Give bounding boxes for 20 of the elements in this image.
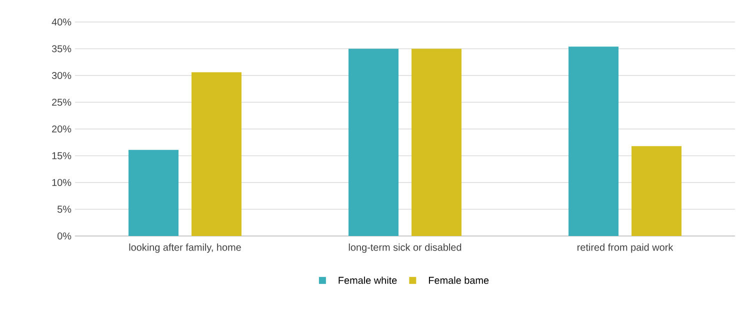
bar [348,48,399,236]
y-tick-label: 40% [52,18,72,26]
bar [192,72,242,236]
y-tick-label: 15% [52,152,72,160]
bar [128,150,179,236]
bar [632,146,682,236]
y-tick-label: 10% [52,178,72,186]
x-tick-label: looking after family, home [129,244,241,253]
x-tick-label: retired from paid work [577,244,674,253]
bar [568,46,619,236]
y-tick-label: 30% [52,72,72,80]
bar [412,48,462,236]
y-tick-label: 25% [52,98,72,106]
y-tick-label: 35% [52,45,72,52]
legend-label: Female bame [428,276,489,284]
y-tick-label: 20% [52,125,72,133]
legend-label: Female white [338,276,397,284]
x-tick-label: long-term sick or disabled [348,244,462,253]
y-tick-label: 0% [57,232,72,240]
y-tick-label: 5% [57,206,72,213]
